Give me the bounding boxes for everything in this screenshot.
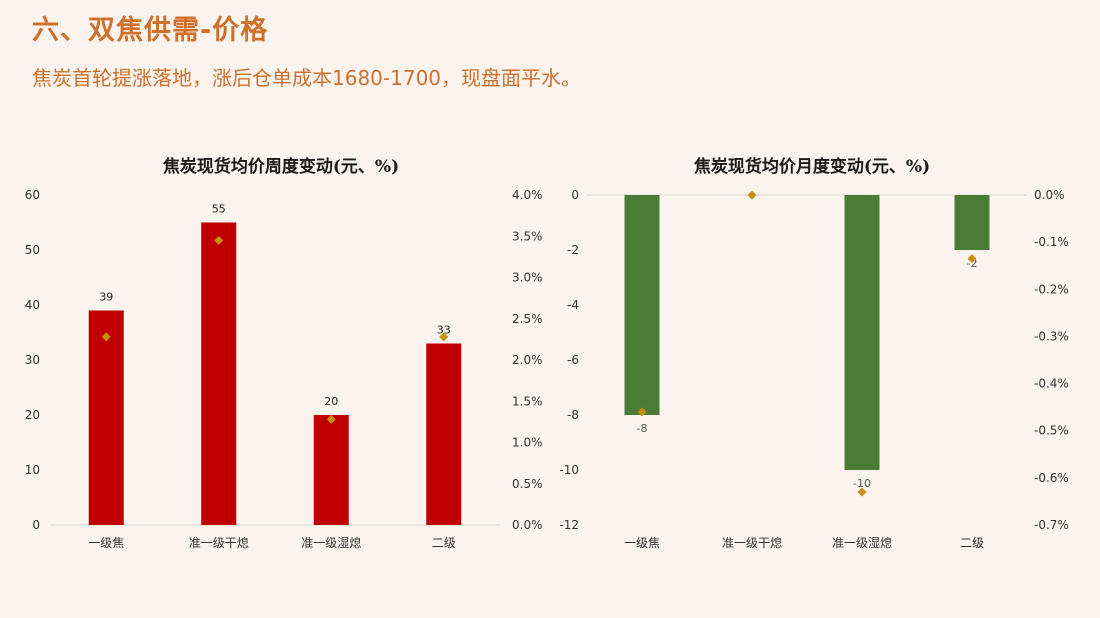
- chart1-bar: [426, 343, 462, 525]
- chart2-category-label: 准一级干熄: [722, 536, 782, 550]
- chart1-data-label: 33: [437, 324, 451, 337]
- chart1-right-tick: 3.0%: [512, 271, 543, 285]
- chart2-left-tick: -4: [567, 298, 579, 312]
- chart1-right-tick: 4.0%: [512, 188, 543, 202]
- chart2-right-tick: 0.0%: [1034, 188, 1065, 202]
- chart1-bar: [201, 222, 237, 525]
- chart1-left-tick: 30: [25, 353, 40, 367]
- chart1-category-label: 一级焦: [88, 536, 124, 550]
- chart2-bar: [624, 195, 660, 415]
- chart2-marker: [747, 190, 757, 200]
- chart1-category-label: 准一级干熄: [189, 536, 249, 550]
- chart2-bar: [954, 195, 990, 250]
- chart1-category-label: 二级: [432, 536, 456, 550]
- chart2-data-label: -10: [853, 477, 871, 490]
- chart1-right-tick: 2.5%: [512, 312, 543, 326]
- chart1-left-tick: 40: [25, 298, 40, 312]
- chart2-title: 焦炭现货均价月度变动(元、%): [693, 156, 930, 177]
- chart2-left-tick: -10: [559, 463, 579, 477]
- chart2-bar: [844, 195, 880, 470]
- chart2-left-tick: 0: [571, 188, 579, 202]
- chart2-right-tick: -0.4%: [1034, 377, 1069, 391]
- chart1-right-tick: 0.5%: [512, 477, 543, 491]
- chart2-right-tick: -0.5%: [1034, 424, 1069, 438]
- chart1-right-tick: 2.0%: [512, 353, 543, 367]
- chart2-right-tick: -0.6%: [1034, 471, 1069, 485]
- chart2-right-tick: -0.3%: [1034, 329, 1069, 343]
- chart1-title: 焦炭现货均价周度变动(元、%): [162, 156, 399, 177]
- chart2-right-tick: -0.7%: [1034, 518, 1069, 532]
- chart2-right-tick: -0.1%: [1034, 235, 1069, 249]
- chart1-left-tick: 20: [25, 408, 40, 422]
- chart2-right-tick: -0.2%: [1034, 282, 1069, 296]
- chart1-left-tick: 60: [25, 188, 40, 202]
- chart1-left-tick: 10: [25, 463, 40, 477]
- chart2-left-tick: -2: [567, 243, 579, 257]
- chart2-category-label: 二级: [960, 536, 984, 550]
- chart2-left-tick: -8: [567, 408, 579, 422]
- chart1-bar: [313, 415, 349, 525]
- chart2-data-label: -2: [967, 257, 978, 270]
- chart1-marker: [326, 414, 336, 424]
- slide-subtitle: 焦炭首轮提涨落地，涨后仓单成本1680-1700，现盘面平水。: [32, 66, 582, 90]
- chart2-marker: [967, 254, 977, 264]
- slide-title: 六、双焦供需-价格: [32, 15, 269, 46]
- chart1-data-label: 55: [212, 203, 226, 216]
- chart2-marker: [857, 487, 867, 497]
- chart1-right-tick: 0.0%: [512, 518, 543, 532]
- chart2-marker: [637, 407, 647, 417]
- chart1-right-tick: 1.0%: [512, 436, 543, 450]
- chart1-left-tick: 50: [25, 243, 40, 257]
- chart1-marker: [214, 235, 224, 245]
- chart2-left-tick: -6: [567, 353, 579, 367]
- chart2-category-label: 准一级湿熄: [832, 535, 892, 550]
- chart2-category-label: 一级焦: [624, 536, 660, 550]
- chart1-bar: [88, 310, 124, 525]
- chart2-left-tick: -12: [559, 518, 579, 532]
- chart1-right-tick: 3.5%: [512, 229, 543, 243]
- chart2-data-label: -8: [637, 422, 648, 435]
- chart1-marker: [101, 332, 111, 342]
- chart1-category-label: 准一级湿熄: [301, 535, 361, 550]
- chart1-marker: [439, 332, 449, 342]
- chart1-left-tick: 0: [32, 518, 40, 532]
- chart1-right-tick: 1.5%: [512, 394, 543, 408]
- chart1-data-label: 20: [324, 395, 338, 408]
- chart1-data-label: 39: [99, 291, 113, 304]
